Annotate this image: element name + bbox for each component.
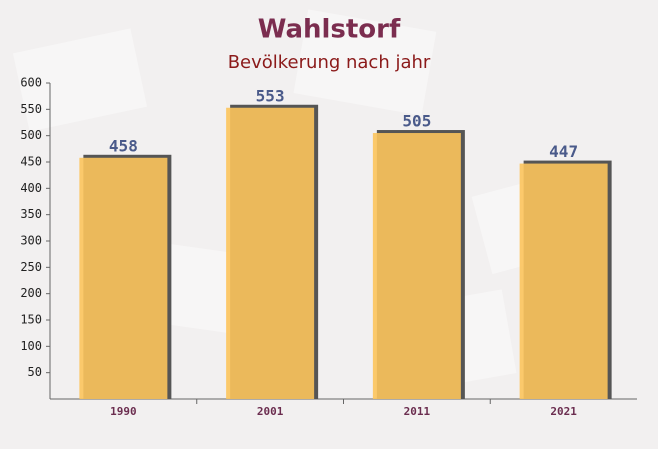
value-label: 458: [109, 136, 138, 155]
y-tick-label: 600: [20, 76, 42, 90]
y-tick-label: 100: [20, 339, 42, 353]
y-tick-label: 150: [20, 313, 42, 327]
bar: [79, 157, 168, 399]
y-tick-label: 500: [20, 128, 42, 142]
value-label: 553: [256, 86, 285, 105]
x-tick-label: 2001: [257, 405, 284, 418]
chart-title: Wahlstorf: [258, 15, 401, 45]
y-tick-label: 450: [20, 155, 42, 169]
value-label: 447: [549, 142, 578, 161]
bar: [372, 133, 461, 400]
y-tick-label: 200: [20, 286, 42, 300]
bar: [519, 163, 608, 399]
x-tick-label: 2011: [404, 405, 431, 418]
y-tick-label: 550: [20, 102, 42, 116]
chart-subtitle: Bevölkerung nach jahr: [228, 52, 431, 73]
x-tick-label: 2021: [550, 405, 577, 418]
y-tick-label: 300: [20, 234, 42, 248]
x-tick-label: 1990: [110, 405, 137, 418]
y-tick-label: 50: [28, 365, 42, 379]
value-label: 505: [402, 112, 431, 131]
y-tick-label: 250: [20, 260, 42, 274]
y-tick-label: 400: [20, 181, 42, 195]
y-tick-label: 350: [20, 207, 42, 221]
bar: [226, 107, 315, 400]
